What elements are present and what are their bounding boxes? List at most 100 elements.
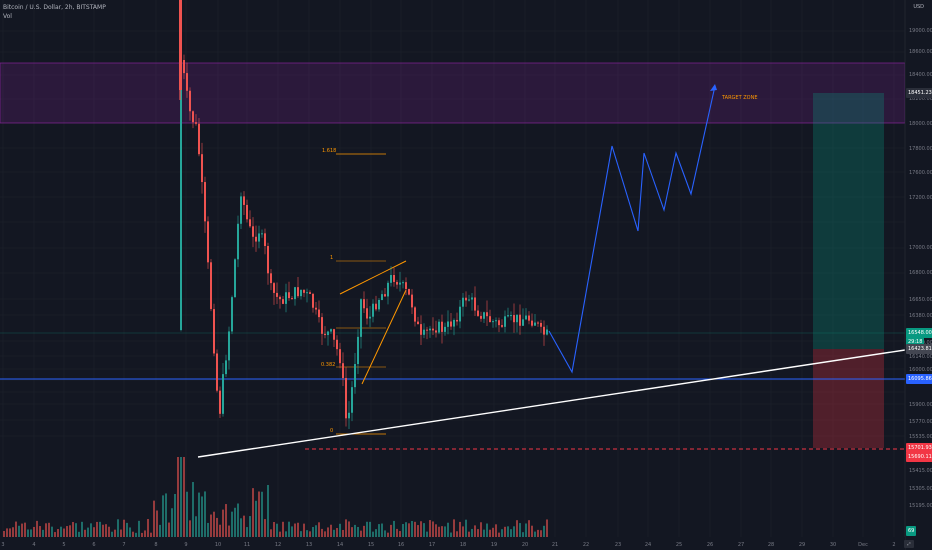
symbol-title[interactable]: Bitcoin / U.S. Dollar, 2h, BITSTAMP [3, 4, 106, 11]
candle-body [249, 219, 251, 227]
time-tick-label: 12 [275, 542, 281, 548]
candle-body [384, 294, 386, 297]
candle-body [456, 319, 458, 322]
candle-body [486, 312, 488, 317]
projected-price-path[interactable] [548, 85, 716, 374]
volume-bar [273, 521, 275, 537]
candle-body [282, 299, 284, 304]
target-price-badge: 18451.23 [906, 88, 932, 98]
time-axis-panel[interactable] [0, 537, 905, 550]
candle-body [543, 326, 545, 335]
volume-bar [84, 529, 86, 537]
candle-body [363, 299, 365, 309]
volume-bar [231, 511, 233, 537]
volume-bar [225, 504, 227, 537]
volume-bar [72, 521, 74, 537]
price-tick-label: 15770.00 [909, 419, 932, 425]
candle-body [432, 328, 434, 331]
volume-bar [498, 532, 500, 537]
candle-body [285, 292, 287, 304]
ascending-trendline[interactable] [197, 349, 906, 458]
volume-bar [21, 523, 23, 537]
candle-body [261, 233, 263, 235]
volume-bar [216, 517, 218, 537]
candle-body [231, 297, 233, 332]
volume-bar [513, 526, 515, 537]
candle-body [252, 226, 254, 237]
candle-body [270, 273, 272, 284]
candle-body [480, 315, 482, 319]
volume-bar [204, 491, 206, 537]
volume-bar [27, 529, 29, 537]
time-tick-label: 22 [583, 542, 589, 548]
volume-bar [366, 521, 368, 537]
volume-bar [42, 529, 44, 537]
volume-indicator-label[interactable]: Vol [3, 13, 12, 20]
volume-bar [168, 522, 170, 537]
volume-bar [456, 531, 458, 537]
volume-bar [267, 485, 269, 537]
candle-body [447, 321, 449, 327]
candle-body [195, 122, 197, 124]
volume-bar [147, 519, 149, 537]
volume-bar [291, 526, 293, 537]
volume-bar [171, 508, 173, 537]
volume-bar [282, 521, 284, 537]
volume-bar [162, 495, 164, 537]
volume-bar [51, 526, 53, 537]
volume-bar [345, 519, 347, 537]
volume-bar [129, 527, 131, 537]
volume-bar [525, 523, 527, 537]
candle-body [258, 233, 260, 242]
volume-bar [114, 529, 116, 537]
volume-bar [138, 520, 140, 537]
volume-bar [360, 530, 362, 537]
time-tick-label: 10 [215, 542, 221, 548]
candle-body [339, 349, 341, 364]
resistance-zone [0, 62, 906, 124]
countdown-badge: 29:18 [906, 337, 925, 347]
volume-bar [228, 525, 230, 537]
position-profit-box[interactable] [813, 93, 884, 349]
volume-bar [222, 509, 224, 537]
volume-bar [402, 524, 404, 537]
volume-bar [312, 526, 314, 537]
position-loss-box[interactable] [813, 349, 884, 448]
candle-body [345, 378, 347, 419]
candle-body [294, 287, 296, 300]
volume-bar [153, 500, 155, 537]
candle-body [234, 259, 236, 298]
target-zone-label: TARGET ZONE [721, 95, 758, 101]
volume-bar [288, 521, 290, 537]
volume-bar [294, 523, 296, 537]
volume-bar [258, 491, 260, 537]
candle-body [441, 321, 443, 332]
volume-bar [417, 525, 419, 537]
candle-body [372, 303, 374, 317]
time-tick-label: 19 [491, 542, 497, 548]
candle-body [501, 325, 503, 327]
currency-label[interactable]: USD [913, 4, 924, 10]
volume-bar [240, 518, 242, 537]
candle-body [450, 321, 452, 327]
goto-realtime-button[interactable]: ⤢ [904, 540, 914, 548]
volume-series [3, 457, 548, 537]
candle-body [192, 111, 194, 123]
candle-body [390, 275, 392, 283]
volume-bar [264, 519, 266, 537]
volume-bar [57, 529, 59, 537]
volume-bar [318, 522, 320, 537]
volume-bar [510, 529, 512, 537]
candle-body [255, 236, 257, 242]
volume-bar [351, 527, 353, 537]
volume-bar [315, 525, 317, 537]
volume-bar [375, 529, 377, 537]
volume-bar [201, 496, 203, 537]
volume-bar [441, 526, 443, 537]
volume-bar [357, 526, 359, 537]
price-tick-label: 15305.00 [909, 486, 932, 492]
time-tick-label: 17 [429, 542, 435, 548]
volume-bar [117, 519, 119, 537]
time-tick-label: 30 [830, 542, 836, 548]
